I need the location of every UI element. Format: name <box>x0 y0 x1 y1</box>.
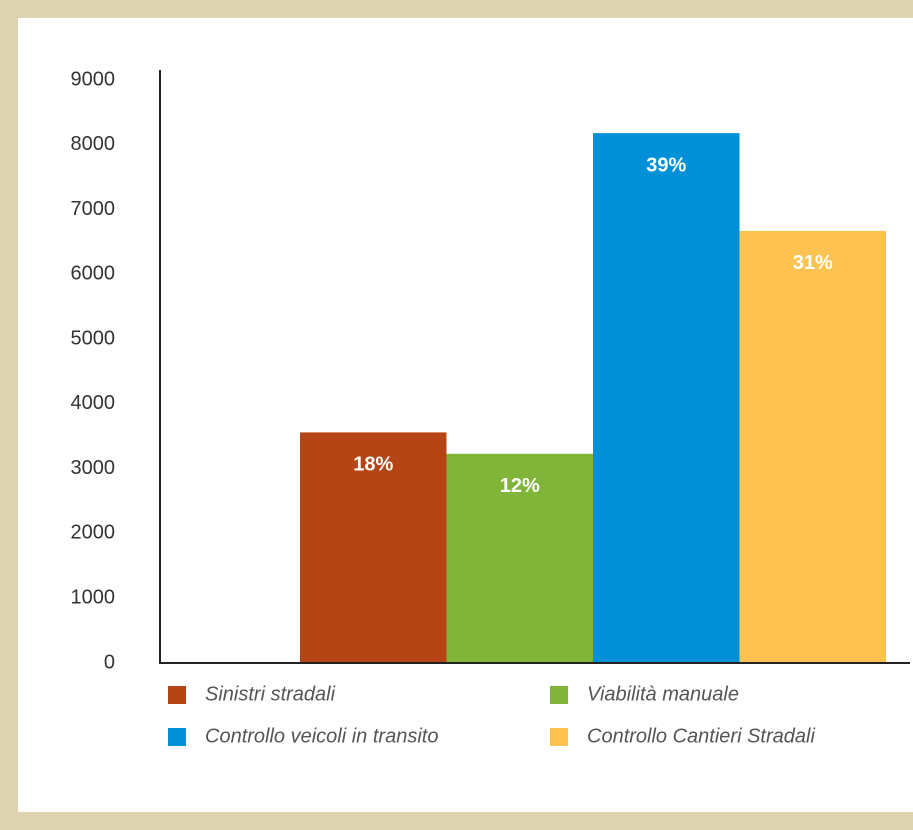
y-tick-label: 1000 <box>71 587 116 609</box>
y-tick-label: 5000 <box>71 327 116 349</box>
bar-label: 39% <box>646 154 686 176</box>
legend-swatch <box>168 686 186 704</box>
y-tick-label: 6000 <box>71 263 116 285</box>
legend-label: Viabilità manuale <box>587 683 739 705</box>
y-tick-label: 9000 <box>71 68 116 90</box>
y-tick-label: 3000 <box>71 457 116 479</box>
legend-label: Sinistri stradali <box>205 683 336 705</box>
legend-swatch <box>550 686 568 704</box>
bar <box>739 230 886 663</box>
bar-label: 18% <box>353 454 393 476</box>
y-tick-label: 7000 <box>71 198 116 220</box>
bar <box>593 133 740 663</box>
y-tick-label: 4000 <box>71 392 116 414</box>
bar-label: 12% <box>500 475 540 497</box>
legend-label: Controllo veicoli in transito <box>205 725 438 747</box>
legend-label: Controllo Cantieri Stradali <box>587 725 815 747</box>
y-tick-label: 8000 <box>71 133 116 155</box>
bar <box>300 432 447 663</box>
bar-label: 31% <box>793 252 833 274</box>
bar <box>446 453 593 663</box>
legend-swatch <box>168 728 186 746</box>
y-tick-label: 0 <box>104 651 115 673</box>
y-tick-label: 2000 <box>71 522 116 544</box>
legend-swatch <box>550 728 568 746</box>
